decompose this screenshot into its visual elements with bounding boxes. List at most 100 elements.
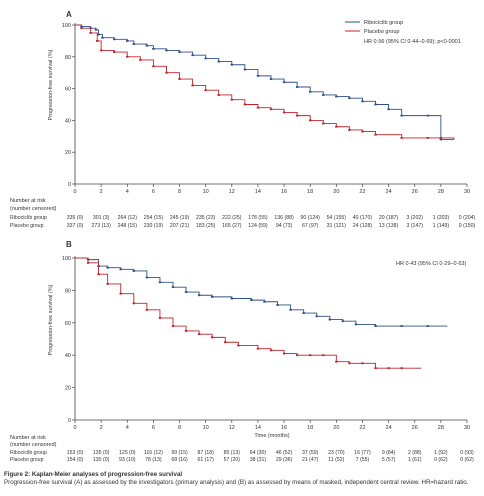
panel-a-risk-row-ribociclib-label: Ribociclib group [10, 215, 47, 221]
panel-a-legend: Ribociclib group Placebo group HR 0·56 (… [345, 20, 461, 45]
risk-table-cell: 2 (88) [408, 450, 422, 456]
panel-a-y-axis-label: Progression-free survival (%) [48, 49, 54, 120]
panel-a-risk-row-placebo-label: Placebo group [10, 223, 44, 229]
risk-table-cell: 135 (0) [93, 450, 110, 456]
risk-table-cell: 85 (13) [224, 450, 241, 456]
risk-table-cell: 31 (121) [327, 223, 347, 229]
risk-table-cell: 9 (84) [382, 450, 396, 456]
figure-caption: Figure 2: Kaplan-Meier analyses of progr… [4, 471, 482, 487]
legend-placebo-label: Placebo group [364, 29, 399, 35]
risk-table-cell: 67 (97) [302, 223, 319, 229]
y-tick-label: 80 [65, 55, 71, 61]
figure-caption-text: Progression-free survival (A) as assesse… [4, 479, 469, 486]
risk-table-cell: 0 (62) [460, 457, 474, 463]
x-tick-label: 12 [229, 425, 235, 431]
risk-table-cell: 116 (12) [144, 450, 163, 456]
y-tick-label: 60 [65, 87, 71, 93]
risk-table-cell: 0 (150) [459, 223, 476, 229]
x-tick-label: 20 [333, 425, 339, 431]
km-curve-ribociclib [75, 257, 448, 327]
risk-table-cell: 0 (204) [459, 215, 476, 221]
panel-b-hazard-ratio-annotation: HR 0·43 (95% CI 0·29–0·63) [396, 261, 466, 267]
x-tick-label: 22 [359, 189, 365, 195]
panel-b-x-axis-label: Time (months) [254, 433, 289, 439]
x-tick-label: 28 [438, 425, 444, 431]
x-tick-label: 0 [73, 425, 76, 431]
risk-table-cell: 99 (15) [171, 450, 188, 456]
panel-b-chart: B Progression-free survival (%) 02040608… [10, 240, 474, 463]
y-tick-label: 100 [62, 256, 71, 262]
risk-table-cell: 3 (147) [407, 223, 424, 229]
risk-table-cell: 178 (55) [248, 215, 268, 221]
risk-table-cell: 38 (31) [250, 457, 267, 463]
x-tick-label: 4 [126, 189, 129, 195]
risk-table-cell: 23 (70) [328, 450, 345, 456]
risk-table-cell: 68 (16) [171, 457, 188, 463]
panel-b-risk-title-line1: Number at risk [10, 435, 46, 441]
risk-table-cell: 64 (30) [250, 450, 267, 456]
x-tick-label: 18 [307, 189, 313, 195]
risk-table-cell: 0 (93) [460, 450, 474, 456]
risk-table-cell: 245 (19) [170, 215, 190, 221]
x-tick-label: 22 [359, 425, 365, 431]
risk-table-cell: 90 (124) [301, 215, 321, 221]
risk-table-cell: 0 (62) [434, 457, 448, 463]
y-tick-label: 40 [65, 118, 71, 124]
x-tick-label: 26 [412, 189, 418, 195]
panel-a-hazard-ratio-annotation: HR 0·56 (95% CI 0·44–0·69); p<0·0001 [364, 39, 461, 45]
risk-table-cell: 183 (25) [196, 223, 216, 229]
x-tick-label: 26 [412, 425, 418, 431]
risk-table-cell: 301 (3) [93, 215, 110, 221]
x-tick-label: 14 [255, 189, 261, 195]
y-tick-label: 100 [62, 23, 71, 29]
y-tick-label: 20 [65, 386, 71, 392]
risk-table-cell: 124 (59) [248, 223, 268, 229]
risk-table-cell: 78 (13) [145, 457, 162, 463]
risk-table-cell: 154 (0) [67, 457, 84, 463]
risk-table-cell: 93 (10) [119, 457, 136, 463]
risk-table-cell: 125 (0) [119, 450, 136, 456]
y-tick-label: 60 [65, 321, 71, 327]
risk-table-cell: 335 (0) [67, 215, 84, 221]
panel-b-y-axis-label: Progression-free survival (%) [48, 284, 54, 355]
figure-caption-title: Figure 2: Kaplan-Meier analyses of progr… [4, 471, 183, 478]
risk-table-cell: 21 (47) [302, 457, 319, 463]
risk-table-cell: 46 (52) [276, 450, 293, 456]
risk-table-cell: 337 (0) [67, 223, 84, 229]
km-curve-ribociclib [75, 24, 455, 140]
x-tick-label: 10 [203, 189, 209, 195]
risk-table-cell: 61 (17) [197, 457, 214, 463]
risk-table-cell: 37 (59) [302, 450, 319, 456]
y-tick-label: 0 [68, 182, 71, 188]
panel-b-risk-row-placebo-label: Placebo group [10, 457, 44, 463]
risk-table-cell: 254 (15) [144, 215, 164, 221]
panel-b-label: B [66, 240, 72, 249]
panel-a-risk-title-line2: (number censored) [10, 206, 57, 212]
x-tick-label: 6 [152, 425, 155, 431]
risk-table-cell: 24 (128) [353, 223, 373, 229]
legend-ribociclib-label: Ribociclib group [364, 20, 403, 26]
x-tick-label: 20 [333, 189, 339, 195]
x-tick-label: 2 [100, 189, 103, 195]
risk-table-cell: 3 (202) [407, 215, 424, 221]
risk-table-cell: 5 (57) [382, 457, 396, 463]
x-tick-label: 16 [281, 425, 287, 431]
x-tick-label: 4 [126, 425, 129, 431]
risk-table-cell: 130 (0) [93, 457, 110, 463]
risk-table-cell: 1 (203) [433, 215, 450, 221]
risk-table-cell: 13 (138) [379, 223, 399, 229]
x-tick-label: 28 [438, 189, 444, 195]
risk-table-cell: 153 (0) [67, 450, 84, 456]
x-tick-label: 12 [229, 189, 235, 195]
panel-a-label: A [66, 10, 72, 19]
risk-table-cell: 230 (19) [144, 223, 164, 229]
risk-table-cell: 1 (61) [408, 457, 422, 463]
risk-table-cell: 273 (13) [91, 223, 111, 229]
panel-b-risk-row-ribociclib-label: Ribociclib group [10, 450, 47, 456]
risk-table-cell: 29 (36) [276, 457, 293, 463]
risk-table-cell: 7 (55) [356, 457, 370, 463]
x-tick-label: 30 [464, 425, 470, 431]
risk-table-cell: 136 (88) [274, 215, 294, 221]
x-tick-label: 24 [386, 189, 392, 195]
